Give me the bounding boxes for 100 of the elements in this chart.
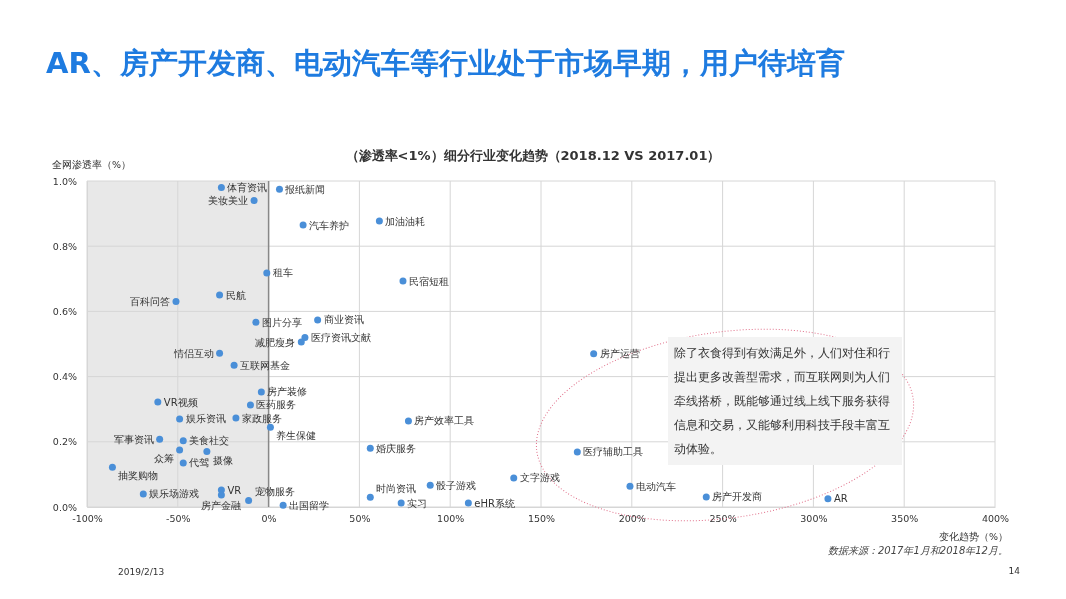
- point: [176, 446, 184, 454]
- annotation: 娱乐资讯: [185, 413, 226, 425]
- point: [375, 217, 383, 225]
- annotation: 出国留学: [289, 499, 330, 511]
- x-tick-label: -50%: [166, 512, 191, 524]
- annotation: 房产效率工具: [414, 415, 475, 427]
- point: [250, 197, 258, 205]
- point: [179, 459, 187, 467]
- point: [824, 495, 832, 503]
- point: [154, 398, 162, 406]
- annotation: 养生保健: [276, 430, 317, 442]
- annotation: 互联网基金: [240, 359, 291, 371]
- point: [245, 496, 253, 504]
- point: [464, 499, 472, 507]
- annotation: 情侣互动: [172, 347, 214, 359]
- point: [217, 184, 225, 192]
- point: [297, 338, 305, 346]
- point: [702, 493, 710, 501]
- annotation: VR: [227, 484, 242, 496]
- annotation: 众筹: [153, 452, 174, 464]
- x-tick-label: 400%: [981, 512, 1010, 524]
- point: [176, 415, 184, 423]
- annotation: 实习: [407, 497, 428, 509]
- x-tick-label: 100%: [437, 512, 465, 524]
- point: [216, 291, 224, 299]
- point: [399, 277, 407, 285]
- x-tick-label: 250%: [709, 512, 737, 524]
- annotation: 租车: [272, 267, 293, 279]
- annotation: 抽奖购物: [118, 470, 159, 482]
- annotation: 军事资讯: [113, 433, 154, 445]
- x-tick-label: 150%: [527, 512, 556, 524]
- annotation: 房产运营: [599, 348, 640, 360]
- y-tick-label: 0.8%: [52, 240, 77, 252]
- annotation: 房产金融: [201, 499, 242, 511]
- annotation: VR视频: [163, 396, 198, 408]
- annotation: 家政服务: [241, 412, 282, 424]
- source-note: 数据来源：2017年1月和2018年12月。: [828, 545, 1008, 556]
- x-tick-label: 0%: [261, 512, 277, 524]
- point: [232, 414, 240, 422]
- text: 14: [1008, 566, 1021, 576]
- point: [263, 269, 271, 277]
- chart-subtitle: （渗透率<1%）细分行业变化趋势（2018.12 VS 2017.01）: [345, 148, 721, 163]
- annotation: 除了衣食得到有效满足外，人们对住和行提出更多改善型需求，而互联网则为人们牵线搭桥，既能够通过线上线下服务获得信息和交易，又能够利用科技手段丰富互动体验。: [668, 337, 902, 465]
- point: [257, 388, 265, 396]
- point: [366, 493, 374, 501]
- annotation: eHR系统: [474, 497, 515, 509]
- annotation: 婚庆服务: [376, 442, 417, 454]
- y-tick-label: 0.4%: [52, 371, 77, 383]
- point: [108, 463, 116, 471]
- point: [230, 361, 238, 369]
- point: [217, 491, 225, 499]
- annotation: 电动汽车: [635, 480, 676, 492]
- point: [252, 318, 260, 326]
- point: [590, 350, 598, 358]
- point: [404, 417, 412, 425]
- x-tick-label: -100%: [72, 512, 103, 524]
- annotation: 医疗辅助工具: [583, 446, 644, 458]
- point: [426, 481, 434, 489]
- y-tick-label: 0.0%: [52, 501, 77, 513]
- annotation: 美食社交: [189, 435, 230, 447]
- annotation: 商业资讯: [323, 314, 364, 326]
- annotation: 民宿短租: [408, 275, 449, 287]
- x-tick-label: 50%: [349, 512, 371, 524]
- annotation: 摄像: [212, 454, 233, 466]
- point: [276, 185, 283, 193]
- point: [156, 435, 164, 443]
- point: [246, 401, 254, 409]
- y-axis-title: 全网渗透率（%）: [52, 159, 132, 170]
- annotation: 民航: [225, 289, 246, 301]
- annotation: 代驾: [188, 457, 210, 469]
- x-tick-label: 300%: [800, 512, 828, 524]
- y-tick-label: 0.6%: [52, 305, 77, 317]
- point: [279, 501, 287, 509]
- annotation: 时尚资讯: [376, 483, 417, 495]
- text: 2019/2/13: [118, 567, 165, 577]
- point: [203, 448, 211, 456]
- point: [573, 448, 581, 456]
- annotation: 美妆美业: [208, 195, 249, 207]
- annotation: 加油油耗: [385, 215, 426, 227]
- annotation: 百科问答: [129, 296, 170, 308]
- point: [299, 221, 307, 229]
- annotation: 体育资讯: [227, 182, 268, 194]
- chart-title: AR、房产开发商、电动汽车等行业处于市场早期，用户待培育: [46, 45, 845, 82]
- point: [314, 316, 322, 324]
- y-tick-label: 0.2%: [52, 436, 77, 448]
- point: [172, 298, 180, 306]
- annotation: AR: [833, 493, 848, 505]
- point: [216, 349, 224, 357]
- point: [139, 490, 147, 498]
- point: [510, 474, 518, 482]
- point: [397, 499, 405, 507]
- x-tick-label: 350%: [891, 512, 919, 524]
- annotation: 宠物服务: [254, 486, 295, 498]
- annotation: 娱乐场游戏: [149, 488, 200, 500]
- annotation: 报纸新闻: [284, 183, 326, 195]
- annotation: 骰子游戏: [436, 479, 477, 491]
- annotation: 文字游戏: [519, 472, 560, 484]
- annotation: 汽车养护: [309, 219, 350, 231]
- x-tick-label: 200%: [618, 512, 646, 524]
- point: [626, 482, 634, 490]
